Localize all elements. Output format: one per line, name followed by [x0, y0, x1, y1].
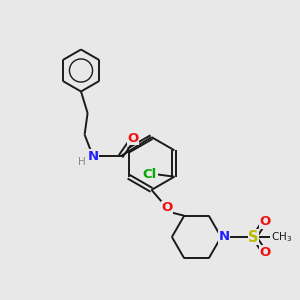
- Text: O: O: [260, 215, 271, 228]
- Text: CH$_3$: CH$_3$: [271, 230, 292, 244]
- Text: S: S: [248, 230, 259, 244]
- Text: O: O: [128, 132, 139, 145]
- Text: N: N: [87, 150, 99, 163]
- Text: N: N: [218, 230, 230, 244]
- Text: H: H: [78, 157, 86, 167]
- Text: O: O: [161, 201, 173, 214]
- Text: O: O: [260, 246, 271, 259]
- Text: Cl: Cl: [142, 168, 157, 181]
